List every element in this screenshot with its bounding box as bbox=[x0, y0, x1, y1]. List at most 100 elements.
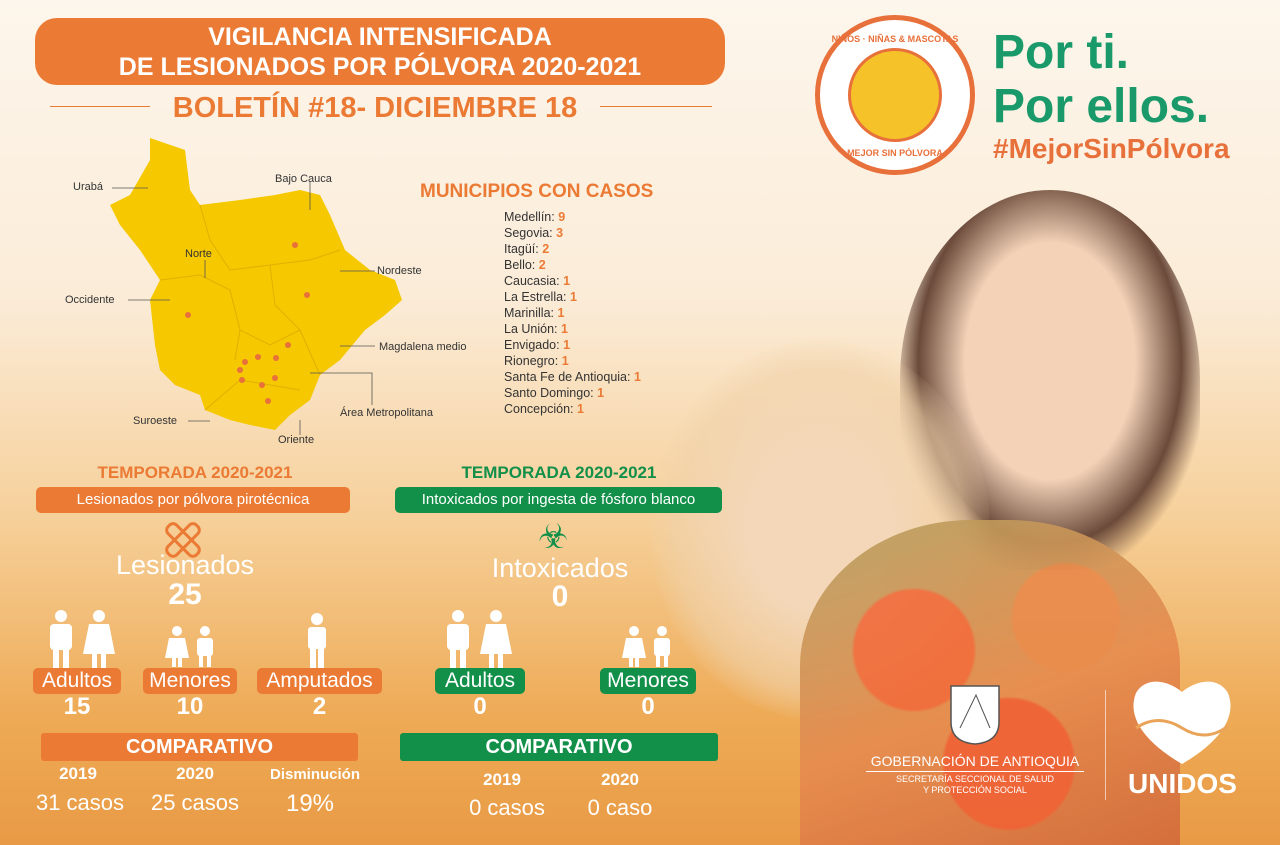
children-pets-icon bbox=[848, 48, 942, 142]
minors-label: Menores bbox=[143, 668, 237, 694]
municipality-name: Itagüí: bbox=[504, 242, 539, 256]
antioquia-map bbox=[110, 138, 402, 435]
injured-label: Lesionados bbox=[115, 550, 255, 580]
compare-value: 31 casos bbox=[35, 790, 125, 815]
minors-value: 0 bbox=[641, 693, 655, 720]
intox-compare-title: COMPARATIVO bbox=[400, 733, 718, 761]
hashtag: #MejorSinPólvora bbox=[993, 133, 1230, 164]
dept-line: Y PROTECCIÓN SOCIAL bbox=[923, 785, 1027, 795]
municipality-count: 3 bbox=[556, 226, 564, 240]
region-label: Oriente bbox=[278, 434, 315, 446]
municipality-name: Envigado: bbox=[504, 338, 560, 352]
municipality-name: Marinilla: bbox=[504, 306, 555, 320]
compare-head: 2019 bbox=[59, 764, 97, 783]
municipality-count: 1 bbox=[561, 354, 569, 368]
title-line-2: DE LESIONADOS POR PÓLVORA 2020-2021 bbox=[118, 53, 642, 81]
injured-season: TEMPORADA 2020-2021 bbox=[97, 463, 293, 482]
region-label: Área Metropolitana bbox=[340, 407, 433, 419]
divider bbox=[1105, 690, 1106, 800]
amputees-value: 2 bbox=[312, 693, 327, 720]
municipality-name: Santo Domingo: bbox=[504, 386, 594, 400]
gov-name: GOBERNACIÓN DE ANTIOQUIA bbox=[866, 753, 1084, 772]
municipality-item: Marinilla: 1 bbox=[504, 305, 641, 321]
municipality-item: Medellín: 9 bbox=[504, 209, 641, 225]
municipality-count: 2 bbox=[542, 242, 550, 256]
compare-head: 2019 bbox=[483, 770, 521, 789]
municipality-name: La Estrella: bbox=[504, 290, 567, 304]
municipality-item: La Unión: 1 bbox=[504, 321, 641, 337]
region-label: Nordeste bbox=[377, 265, 422, 277]
municipality-item: Rionegro: 1 bbox=[504, 353, 641, 369]
municipality-count: 9 bbox=[558, 210, 566, 224]
municipality-item: Itagüí: 2 bbox=[504, 241, 641, 257]
adults-icon bbox=[447, 610, 512, 668]
municipality-name: La Unión: bbox=[504, 322, 558, 336]
municipality-item: Santo Domingo: 1 bbox=[504, 385, 641, 401]
seal-text: NIÑOS · NIÑAS & MASCOTAS bbox=[831, 34, 959, 44]
divider bbox=[50, 106, 150, 107]
region-label: Magdalena medio bbox=[379, 341, 467, 353]
municipality-count: 2 bbox=[538, 258, 546, 272]
injured-compare-title: COMPARATIVO bbox=[41, 733, 358, 761]
slogan-2: Por ellos. bbox=[993, 80, 1210, 133]
bandage-icon bbox=[165, 522, 201, 558]
municipality-count: 1 bbox=[557, 306, 565, 320]
adults-label: Adultos bbox=[435, 668, 525, 694]
municipality-count: 1 bbox=[563, 274, 571, 288]
campaign-seal-logo: NIÑOS · NIÑAS & MASCOTAS MEJOR SIN PÓLVO… bbox=[815, 15, 975, 175]
municipality-name: Medellín: bbox=[504, 210, 555, 224]
compare-value: 0 casos bbox=[469, 795, 545, 820]
municipality-name: Segovia: bbox=[504, 226, 553, 240]
intox-season: TEMPORADA 2020-2021 bbox=[461, 463, 657, 482]
compare-value: 0 caso bbox=[587, 795, 653, 820]
title-line-1: VIGILANCIA INTENSIFICADA bbox=[208, 23, 552, 51]
municipality-item: Envigado: 1 bbox=[504, 337, 641, 353]
adults-value: 0 bbox=[473, 693, 487, 720]
municipality-count: 1 bbox=[570, 290, 577, 304]
amputee-icon bbox=[308, 613, 326, 668]
intox-total: 0 bbox=[551, 580, 569, 613]
region-label: Norte bbox=[185, 248, 212, 260]
bulletin-title: BOLETÍN #18- DICIEMBRE 18 bbox=[172, 92, 578, 124]
compare-value: 19% bbox=[285, 790, 335, 817]
municipality-count: 1 bbox=[563, 338, 571, 352]
divider bbox=[600, 106, 712, 107]
municipality-count: 1 bbox=[561, 322, 568, 336]
gov-dept: SECRETARÍA SECCIONAL DE SALUD Y PROTECCIÓ… bbox=[866, 774, 1084, 796]
adults-label: Adultos bbox=[33, 668, 121, 694]
municipality-name: Bello: bbox=[504, 258, 536, 272]
seal-text: MEJOR SIN PÓLVORA bbox=[847, 148, 943, 158]
municipality-item: Bello: 2 bbox=[504, 257, 641, 273]
minors-label: Menores bbox=[600, 668, 696, 694]
unidos-brand: UNIDOS bbox=[1128, 768, 1237, 799]
municipality-name: Santa Fe de Antioquia: bbox=[504, 370, 631, 384]
injured-total: 25 bbox=[168, 578, 202, 611]
municipality-count: 1 bbox=[597, 386, 605, 400]
case-dots bbox=[185, 242, 310, 404]
municipality-item: Concepción: 1 bbox=[504, 401, 641, 417]
title-banner: VIGILANCIA INTENSIFICADA DE LESIONADOS P… bbox=[35, 18, 725, 85]
municipality-count: 1 bbox=[633, 370, 641, 384]
municipality-item: Caucasia: 1 bbox=[504, 273, 641, 289]
region-label: Bajo Cauca bbox=[275, 173, 332, 185]
minors-icon bbox=[165, 626, 213, 667]
municipality-count: 1 bbox=[576, 402, 584, 416]
dept-line: SECRETARÍA SECCIONAL DE SALUD bbox=[895, 774, 1055, 784]
municipality-name: Rionegro: bbox=[504, 354, 559, 368]
region-label: Suroeste bbox=[133, 415, 178, 427]
slogan-1: Por ti. bbox=[993, 26, 1130, 79]
municipality-item: Santa Fe de Antioquia: 1 bbox=[504, 369, 641, 385]
map-shape bbox=[110, 138, 402, 430]
adults-icon bbox=[50, 610, 115, 668]
amputees-label: Amputados bbox=[257, 668, 382, 694]
injured-subtitle: Lesionados por pólvora pirotécnica bbox=[36, 487, 350, 513]
minors-icon bbox=[622, 626, 670, 667]
biohazard-icon: ☣ bbox=[538, 518, 569, 556]
antioquia-coat-of-arms-logo bbox=[950, 685, 1000, 745]
compare-head: 2020 bbox=[176, 764, 214, 783]
municipalities-list: Medellín: 9 Segovia: 3 Itagüí: 2 Bello: 2 Ca… bbox=[504, 209, 641, 417]
intox-label: Intoxicados bbox=[491, 553, 629, 583]
minors-value: 10 bbox=[176, 693, 204, 720]
compare-head: Disminución bbox=[269, 766, 360, 783]
municipality-name: Concepción: bbox=[504, 402, 574, 416]
